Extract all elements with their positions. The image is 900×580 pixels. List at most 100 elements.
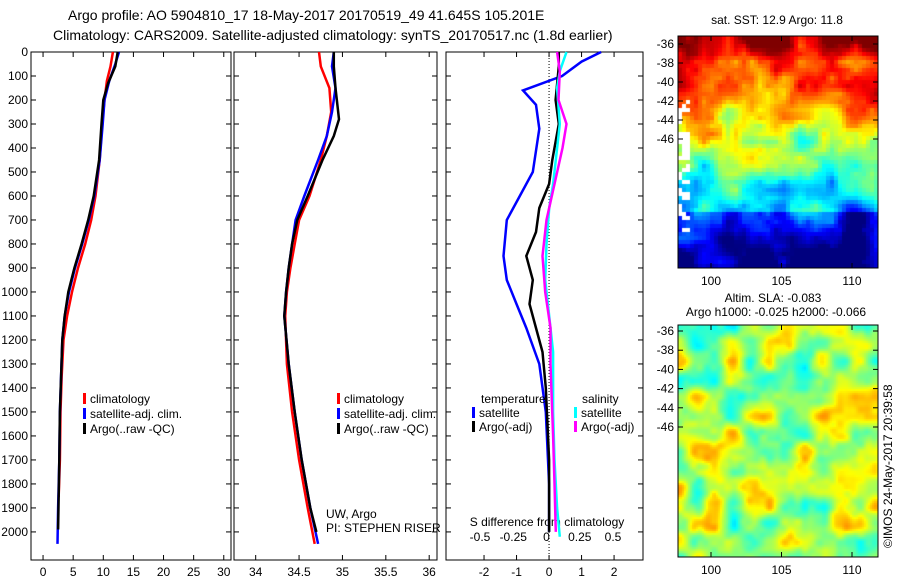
legend-label: Argo(-adj) <box>581 420 634 434</box>
sla-map-title: Altim. SLA: -0.083 <box>725 291 822 305</box>
plot-frame <box>233 51 438 561</box>
legend-label: satellite <box>479 406 520 420</box>
legend-title-salinity: salinity <box>582 392 619 406</box>
legend-label: Argo(..raw -QC) <box>90 422 175 436</box>
legend-swatch <box>337 393 340 404</box>
y-tick-label: 800 <box>8 237 28 251</box>
y-tick-label: 900 <box>8 261 28 275</box>
map-x-tick-label: 100 <box>701 563 721 577</box>
x-tick-label: 10 <box>97 565 111 579</box>
x-tick-label: 5 <box>70 565 77 579</box>
map-y-tick-label: -38 <box>657 56 675 70</box>
series-line-t-satellite <box>502 50 602 532</box>
legend-swatch <box>83 408 86 419</box>
legend-swatch <box>472 407 475 418</box>
x-tick-label: 35.5 <box>374 565 398 579</box>
y-tick-label: 1600 <box>1 429 28 443</box>
legend-label: satellite-adj. clim. <box>90 407 182 421</box>
map-y-tick-label: -46 <box>657 132 675 146</box>
map-y-tick-label: -42 <box>657 382 675 396</box>
legend-label: climatology <box>344 392 404 406</box>
x-tick-label: 25 <box>187 565 201 579</box>
x-tick-label: -1 <box>511 565 522 579</box>
series-line-t-argo-adj- <box>524 52 561 532</box>
imos-credit: ©IMOS 24-May-2017 20:39:58 <box>881 384 895 548</box>
y-tick-label: 1800 <box>1 477 28 491</box>
x-tick-label: 34.5 <box>287 565 311 579</box>
map-x-tick-label: 100 <box>701 274 721 288</box>
map-y-tick-label: -40 <box>657 75 675 89</box>
map-frame <box>677 324 879 558</box>
x-tick-label: 34 <box>249 565 263 579</box>
y-tick-label: 1300 <box>1 357 28 371</box>
y-tick-label: 1100 <box>2 309 28 323</box>
map-y-tick-label: -42 <box>657 94 675 108</box>
x-tick-label: 20 <box>157 565 171 579</box>
map-y-tick-label: -44 <box>657 113 675 127</box>
x-tick-label: -2 <box>479 565 490 579</box>
legend-label: Argo(-adj) <box>479 420 532 434</box>
map-y-tick-label: -40 <box>657 362 675 376</box>
legend-label: satellite-adj. clim. <box>344 407 436 421</box>
s-tick-label: -0.25 <box>500 530 528 544</box>
series-line-s-argo-adj- <box>541 51 568 532</box>
y-tick-label: 400 <box>8 141 28 155</box>
s-axis-label: S difference from climatology <box>470 515 625 529</box>
sst-map-image <box>678 36 878 268</box>
legend-label: climatology <box>90 392 150 406</box>
legend-title-temperature: temperature <box>481 392 546 406</box>
legend-swatch <box>574 421 577 432</box>
plot-frame <box>445 51 644 561</box>
map-y-tick-label: -44 <box>657 401 675 415</box>
legend-swatch <box>83 393 86 404</box>
y-tick-label: 2000 <box>1 525 28 539</box>
s-tick-label: 0 <box>543 530 550 544</box>
y-tick-label: 500 <box>8 165 28 179</box>
y-tick-label: 1400 <box>1 381 28 395</box>
map-x-tick-label: 105 <box>771 563 791 577</box>
title-line-1: Argo profile: AO 5904810_17 18-May-2017 … <box>68 7 544 23</box>
s-tick-label: -0.5 <box>470 530 491 544</box>
series-line-argo-raw-qc- <box>56 51 119 530</box>
map-x-tick-label: 110 <box>842 274 861 288</box>
x-tick-label: 15 <box>127 565 141 579</box>
series-line-climatology <box>283 51 333 545</box>
map-x-tick-label: 105 <box>771 274 791 288</box>
legend-swatch <box>472 421 475 432</box>
legend-swatch <box>574 407 577 418</box>
data-source-label: UW, Argo <box>326 507 377 521</box>
map-y-tick-label: -38 <box>657 343 675 357</box>
y-tick-label: 1500 <box>1 405 28 419</box>
y-tick-label: 1000 <box>1 285 28 299</box>
map-y-tick-label: -36 <box>657 37 675 51</box>
x-tick-label: 0 <box>546 565 553 579</box>
legend-swatch <box>337 408 340 419</box>
series-line-argo-raw-qc- <box>283 52 341 533</box>
sla-map-subtitle: Argo h1000: -0.025 h2000: -0.066 <box>686 305 866 319</box>
y-tick-label: 600 <box>8 189 28 203</box>
x-tick-label: 1 <box>578 565 585 579</box>
sst-map-title: sat. SST: 12.9 Argo: 11.8 <box>711 13 843 27</box>
map-y-tick-label: -36 <box>657 324 675 338</box>
y-tick-label: 1200 <box>1 333 28 347</box>
x-tick-label: 2 <box>611 565 618 579</box>
y-tick-label: 100 <box>8 69 28 83</box>
plot-frame <box>30 51 232 561</box>
y-tick-label: 200 <box>8 93 28 107</box>
series-line-satellite-adj-clim- <box>283 51 337 545</box>
x-tick-label: 36 <box>423 565 437 579</box>
map-y-tick-label: -46 <box>657 420 675 434</box>
sla-map-image <box>678 325 878 557</box>
y-tick-label: 1900 <box>1 501 28 515</box>
s-tick-label: 0.5 <box>605 530 622 544</box>
y-tick-label: 0 <box>21 45 28 59</box>
x-tick-label: 0 <box>40 565 47 579</box>
y-tick-label: 1700 <box>1 453 28 467</box>
legend-label: Argo(..raw -QC) <box>344 422 429 436</box>
s-tick-label: 0.25 <box>568 530 592 544</box>
x-tick-label: 30 <box>217 565 231 579</box>
pi-label: PI: STEPHEN RISER <box>326 521 441 535</box>
title-line-2: Climatology: CARS2009. Satellite-adjuste… <box>53 27 613 43</box>
